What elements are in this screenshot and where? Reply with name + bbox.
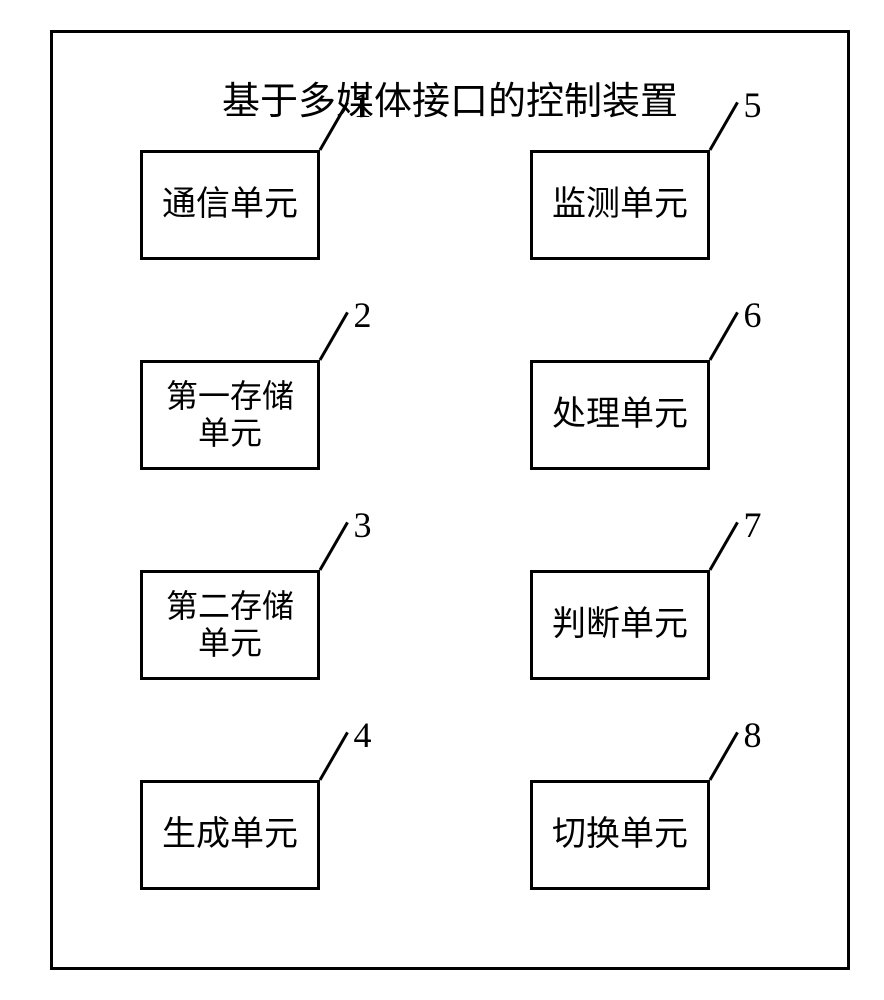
unit-number-8: 8 — [744, 714, 762, 756]
diagram-canvas: 基于多媒体接口的控制装置 通信单元1第一存储 单元2第二存储 单元3生成单元4监… — [0, 0, 884, 1000]
lead-line-8 — [0, 0, 884, 1000]
